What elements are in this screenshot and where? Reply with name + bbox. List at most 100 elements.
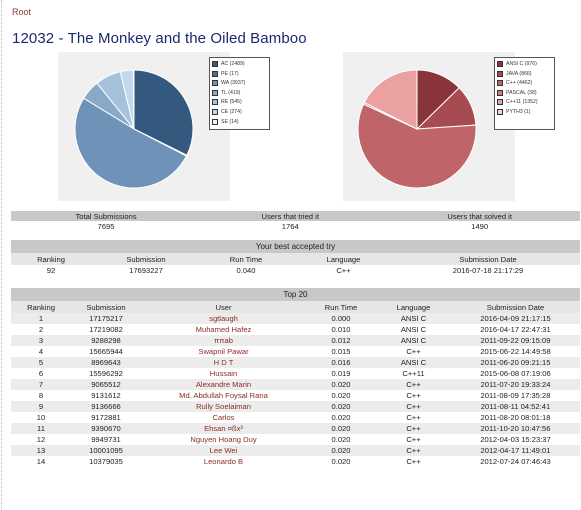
top-language: C++ <box>376 423 451 434</box>
users-tried-header: Users that tried it <box>261 211 319 221</box>
top-language-header: Language <box>376 301 451 313</box>
top-submission[interactable]: 17175217 <box>71 313 141 324</box>
legend-swatch <box>497 80 503 87</box>
top-submission[interactable]: 8969643 <box>71 357 141 368</box>
verdict-pie <box>74 69 194 189</box>
top-runtime: 0.015 <box>306 346 376 357</box>
top-ranking: 3 <box>11 335 71 346</box>
total-submissions-value: 7695 <box>97 222 115 231</box>
top-date: 2016-04-17 22:47:31 <box>451 324 580 335</box>
top-date: 2016-04-09 21:17:15 <box>451 313 580 324</box>
legend-swatch <box>212 70 218 77</box>
top-submission[interactable]: 10001095 <box>71 445 141 456</box>
legend-label: WA (3937) <box>221 80 246 87</box>
top-date: 2011-07-20 19:33:24 <box>451 379 580 390</box>
legend-swatch <box>497 70 503 77</box>
top-submission[interactable]: 9288298 <box>71 335 141 346</box>
top-ranking: 9 <box>11 401 71 412</box>
table-row: 7 9065512 Alexandre Marin 0.020 C++ 2011-07-2… <box>11 379 580 390</box>
verdict-chart <box>58 52 230 201</box>
top-submission[interactable]: 9949731 <box>71 434 141 445</box>
legend-label: SE (14) <box>221 118 239 125</box>
top-runtime: 0.000 <box>306 313 376 324</box>
table-row: 6 15596292 Hussain 0.019 C++11 2015-06-08 07:… <box>11 368 580 379</box>
legend-item: TL (419) <box>212 89 269 97</box>
top20-body: 1 17175217 sgtlaugh 0.000 ANSI C 2016-04-09 2… <box>11 313 580 467</box>
legend-label: RE (545) <box>221 99 242 106</box>
total-submissions-header: Total Submissions <box>75 211 137 221</box>
legend-label: C++11 (1352) <box>506 99 538 106</box>
top-user[interactable]: Nguyen Hoang Duy <box>141 434 306 445</box>
top-runtime: 0.020 <box>306 434 376 445</box>
legend-label: CE (274) <box>221 109 242 115</box>
top-user[interactable]: Hussain <box>141 368 306 379</box>
legend-swatch <box>212 89 218 96</box>
top-ranking-header: Ranking <box>11 301 71 313</box>
top-user[interactable]: ππab <box>141 335 306 346</box>
breadcrumb-root-link[interactable]: Root <box>12 7 32 17</box>
top-runtime: 0.020 <box>306 401 376 412</box>
top-user[interactable]: Carlos <box>141 412 306 423</box>
top-runtime: 0.020 <box>306 445 376 456</box>
top-user[interactable]: Rully Soelaiman <box>141 401 306 412</box>
top-submission[interactable]: 9131612 <box>71 390 141 401</box>
legend-swatch <box>497 99 503 106</box>
top-submission[interactable]: 9136666 <box>71 401 141 412</box>
table-row: 10 9172881 Carlos 0.020 C++ 2011-08-20 08:01:… <box>11 412 580 423</box>
legend-label: PYTH3 (1) <box>506 109 531 115</box>
top-submission[interactable]: 17219082 <box>71 324 141 335</box>
top-language: C++ <box>376 390 451 401</box>
best-runtime: 0.040 <box>201 265 291 276</box>
top-submission[interactable]: 15596292 <box>71 368 141 379</box>
top-submission[interactable]: 9390670 <box>71 423 141 434</box>
top-submission[interactable]: 9065512 <box>71 379 141 390</box>
top-user[interactable]: Leonardo B <box>141 456 306 467</box>
legend-item: JAVA (866) <box>497 70 554 78</box>
language-legend: ANSI C (976) JAVA (866) C++ (4462) PASCAL (… <box>494 57 555 130</box>
best-date-header: Submission Date <box>396 253 580 265</box>
top-ranking: 11 <box>11 423 71 434</box>
top-user-header: User <box>141 301 306 313</box>
table-row: 11 9390670 Ehsan ¤ßx³ 0.020 C++ 2011-10-20 10… <box>11 423 580 434</box>
legend-item: SE (14) <box>212 118 269 126</box>
top-date: 2012-04-17 11:49:01 <box>451 445 580 456</box>
legend-swatch <box>212 118 218 125</box>
top20-section: Top 20 Ranking Submission User Run Time … <box>11 288 580 467</box>
pie-slice <box>74 97 188 189</box>
top-submission[interactable]: 10379035 <box>71 456 141 467</box>
top-language: C++ <box>376 401 451 412</box>
top20-caption: Top 20 <box>11 288 580 301</box>
top-date: 2011-08-11 04:52:41 <box>451 401 580 412</box>
top-language: C++11 <box>376 368 451 379</box>
top-user[interactable]: sgtlaugh <box>141 313 306 324</box>
table-row: 14 10379035 Leonardo B 0.020 C++ 2012-07-24 0… <box>11 456 580 467</box>
top-user[interactable]: Ehsan ¤ßx³ <box>141 423 306 434</box>
top-ranking: 10 <box>11 412 71 423</box>
top-submission[interactable]: 15665944 <box>71 346 141 357</box>
top-ranking: 14 <box>11 456 71 467</box>
legend-label: AC (2489) <box>221 61 245 67</box>
top-user[interactable]: Lee Wei <box>141 445 306 456</box>
legend-swatch <box>212 61 218 67</box>
top-user[interactable]: Alexandre Marin <box>141 379 306 390</box>
top-ranking: 13 <box>11 445 71 456</box>
legend-item: PYTH3 (1) <box>497 108 554 116</box>
top-submission[interactable]: 9172881 <box>71 412 141 423</box>
table-row: 8 9131612 Md. Abdullah Foysal Rana 0.020 C++… <box>11 390 580 401</box>
users-tried-value: 1764 <box>281 222 299 231</box>
top-language: C++ <box>376 434 451 445</box>
top-date: 2015-06-22 14:49:58 <box>451 346 580 357</box>
top-user[interactable]: Swapnil Pawar <box>141 346 306 357</box>
top-user[interactable]: H D T <box>141 357 306 368</box>
best-submission[interactable]: 17693227 <box>91 265 201 276</box>
top-user[interactable]: Md. Abdullah Foysal Rana <box>141 390 306 401</box>
table-row: 4 15665944 Swapnil Pawar 0.015 C++ 2015-06-22… <box>11 346 580 357</box>
top-user[interactable]: Muhamed Hafez <box>141 324 306 335</box>
pie-slice <box>133 69 194 156</box>
top-language: ANSI C <box>376 357 451 368</box>
table-row: 2 17219082 Muhamed Hafez 0.010 ANSI C 2016-04… <box>11 324 580 335</box>
legend-item: ANSI C (976) <box>497 60 554 68</box>
table-row: 5 8969643 H D T 0.016 ANSI C 2011-06-20 09:21… <box>11 357 580 368</box>
pie-slice <box>132 69 135 130</box>
legend-swatch <box>212 80 218 87</box>
